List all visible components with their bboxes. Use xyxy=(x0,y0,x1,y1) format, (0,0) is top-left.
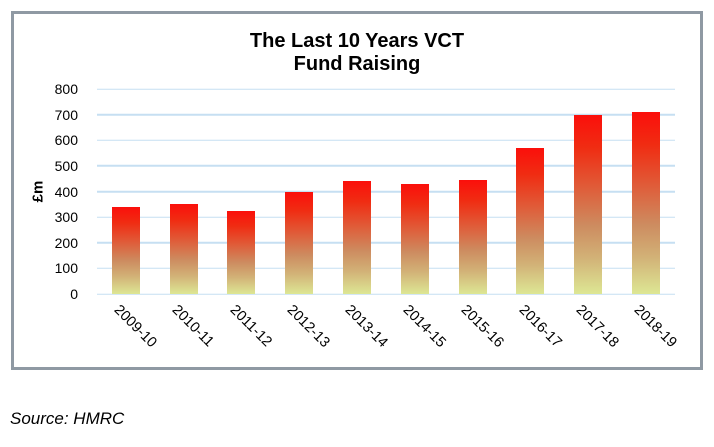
y-tick-label: 0 xyxy=(70,286,78,302)
bar-slot xyxy=(502,89,560,294)
bar-slot xyxy=(213,89,271,294)
x-tick-label: 2009-10 xyxy=(110,302,160,351)
bar-slot xyxy=(444,89,502,294)
source-note: Source: HMRC xyxy=(10,409,125,428)
y-tick-label: 700 xyxy=(54,106,78,123)
x-tick-label: 2011-12 xyxy=(226,302,275,351)
bar-slot xyxy=(97,89,155,294)
y-tick-label: 100 xyxy=(54,260,78,277)
gridline xyxy=(97,216,675,218)
y-tick-label: 400 xyxy=(54,183,78,200)
gridline xyxy=(97,242,675,244)
plot-area xyxy=(97,88,675,295)
x-axis-labels: 2009-10 2010-11 2011-12 2012-13 2013-14 2014-… xyxy=(97,302,680,364)
x-tick-label: 2010-11 xyxy=(168,302,217,351)
gridline xyxy=(97,139,675,141)
y-tick-label: 800 xyxy=(54,81,78,97)
bar xyxy=(343,181,372,294)
bar-slot xyxy=(328,89,386,294)
bar xyxy=(458,179,487,294)
chart-title-line-2: Fund Raising xyxy=(293,53,421,75)
bar-slot xyxy=(617,89,675,294)
x-tick-label: 2012-13 xyxy=(283,302,333,351)
y-tick-label: 200 xyxy=(54,234,78,251)
y-tick-label: 300 xyxy=(54,209,78,226)
gridline xyxy=(97,267,675,270)
bar-slot xyxy=(386,89,444,294)
x-tick-label: 2014-15 xyxy=(399,302,449,351)
bar xyxy=(632,111,661,294)
x-tick-label: 2016-17 xyxy=(515,302,565,351)
bar xyxy=(516,147,545,294)
bar xyxy=(169,204,198,294)
x-tick-label: 2017-18 xyxy=(572,302,622,351)
bar-slot xyxy=(155,89,213,294)
chart-title: The Last 10 Years VCT Fund Raising xyxy=(14,30,700,76)
y-tick-label: 500 xyxy=(54,157,78,174)
bar xyxy=(400,183,429,294)
bar xyxy=(227,210,256,294)
x-tick-label: 2015-16 xyxy=(457,302,507,351)
gridline xyxy=(97,165,675,167)
bar xyxy=(574,114,603,294)
x-tick-label: 2018-19 xyxy=(630,302,680,351)
bar xyxy=(285,191,314,294)
x-tick-label: 2013-14 xyxy=(341,302,391,351)
gridline xyxy=(97,293,675,295)
gridline xyxy=(97,88,675,90)
gridline xyxy=(97,190,675,193)
chart-title-line-1: The Last 10 Years VCT xyxy=(249,30,465,52)
bar-slot xyxy=(559,89,617,294)
bar-slot xyxy=(270,89,328,294)
bar xyxy=(111,206,140,294)
gridline xyxy=(97,113,675,116)
y-axis-labels: 0 100 200 300 400 500 600 700 800 xyxy=(14,81,78,302)
bars-container xyxy=(97,89,675,294)
y-tick-label: 600 xyxy=(54,132,78,149)
